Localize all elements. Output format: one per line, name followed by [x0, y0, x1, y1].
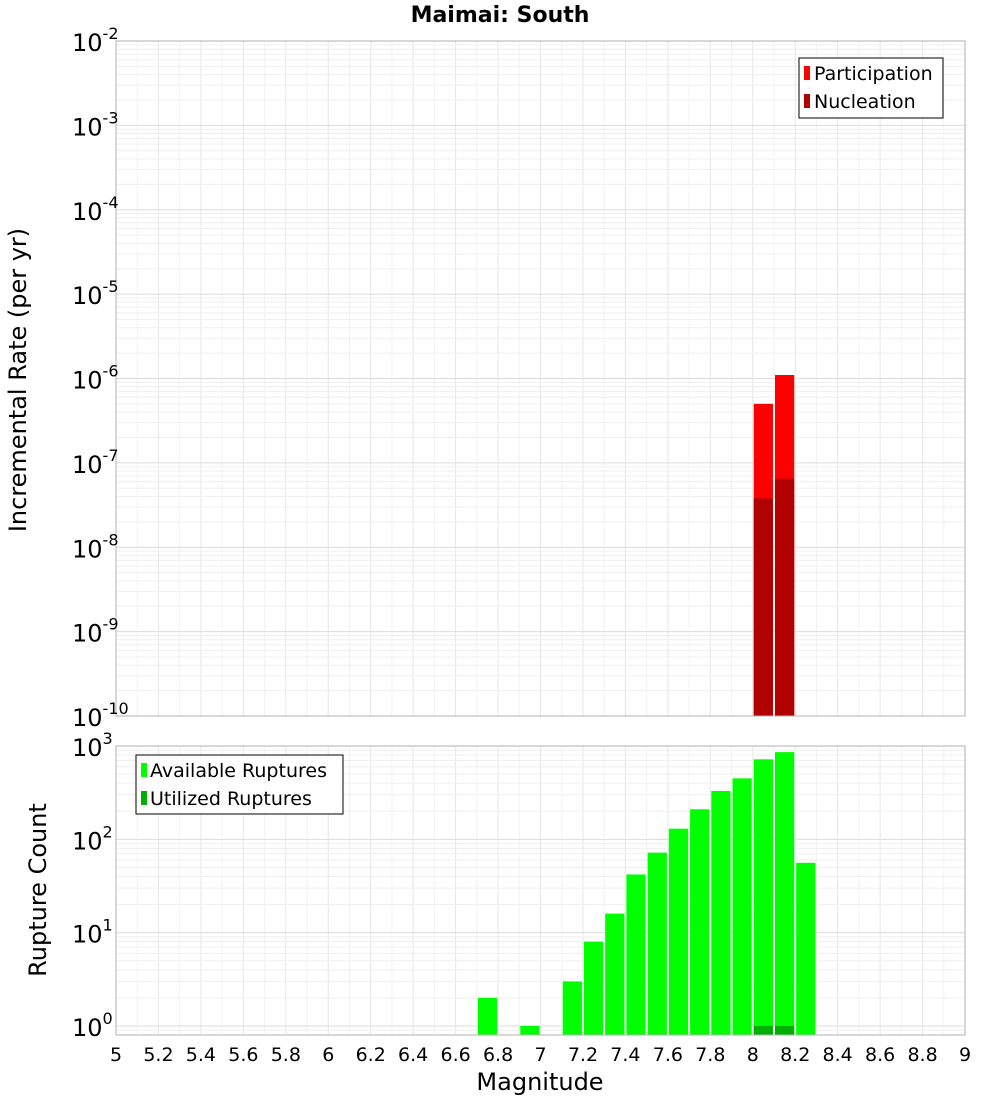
x-tick-label: 8.2 — [780, 1044, 810, 1066]
bar-available-ruptures — [668, 828, 689, 1035]
x-tick-label: 5 — [110, 1044, 122, 1066]
legend-swatch-available — [141, 763, 147, 777]
x-tick-label: 6 — [322, 1044, 334, 1066]
y-tick-label: 100 — [72, 1009, 113, 1042]
top-legend: Participation Nucleation — [798, 57, 944, 119]
bottom-legend: Available Ruptures Utilized Ruptures — [135, 754, 344, 815]
x-tick-label: 6.6 — [440, 1044, 470, 1066]
bottom-plot-frame — [115, 745, 966, 1036]
x-tick-label: 7.8 — [695, 1044, 725, 1066]
legend-swatch-utilized — [141, 791, 147, 805]
bottom-bars — [477, 752, 816, 1035]
x-tick-label: 7.4 — [610, 1044, 640, 1066]
legend-label-utilized: Utilized Ruptures — [150, 788, 312, 810]
x-tick-label: 9 — [959, 1044, 971, 1066]
bar-available-ruptures — [605, 913, 625, 1035]
y-tick-label: 10-2 — [72, 24, 119, 57]
y-tick-label: 10-8 — [72, 530, 119, 563]
legend-label-available: Available Ruptures — [150, 760, 327, 782]
y-tick-label: 10-5 — [72, 277, 119, 310]
bar-available-ruptures — [477, 997, 498, 1035]
y-tick-label: 103 — [72, 729, 113, 762]
legend-swatch-participation — [804, 66, 810, 80]
x-tick-label: 5.8 — [271, 1044, 301, 1066]
y-tick-label: 10-4 — [72, 193, 119, 226]
x-tick-label: 8 — [747, 1044, 759, 1066]
top-grid — [115, 40, 966, 717]
top-plot-frame — [115, 40, 966, 717]
bottom-legend-box — [135, 754, 344, 815]
y-tick-label: 10-7 — [72, 446, 119, 479]
top-legend-box — [798, 57, 944, 119]
x-tick-label: 7.2 — [568, 1044, 598, 1066]
legend-label-nucleation: Nucleation — [814, 91, 916, 113]
bar-utilized-ruptures — [753, 1025, 773, 1035]
x-ticks: 5 5.2 5.4 5.6 5.8 6 6.2 6.4 6.6 6.8 7 7.2 7.4 7.6 7.8 8… — [110, 1044, 971, 1066]
x-tick-label: 7 — [534, 1044, 546, 1066]
legend-swatch-nucleation — [804, 94, 810, 108]
bar-nucleation — [774, 478, 795, 716]
top-y-ticks: 10-2 10-3 10-4 10-5 10-6 10-7 10-8 10-9 10-10 — [72, 24, 129, 732]
bar-available-ruptures — [647, 852, 667, 1035]
bar-available-ruptures — [753, 759, 773, 1035]
bar-available-ruptures — [796, 862, 816, 1035]
x-tick-label: 8.4 — [823, 1044, 853, 1066]
x-tick-label: 6.2 — [356, 1044, 386, 1066]
bar-available-ruptures — [711, 790, 731, 1035]
x-tick-label: 6.8 — [483, 1044, 513, 1066]
y-tick-label: 101 — [72, 916, 113, 949]
bar-available-ruptures — [583, 941, 604, 1035]
bar-available-ruptures — [774, 752, 795, 1035]
legend-label-participation: Participation — [814, 63, 933, 85]
bottom-y-ticks: 103 102 101 100 — [72, 729, 113, 1042]
bottom-y-axis-label: Rupture Count — [24, 803, 52, 977]
bar-available-ruptures — [690, 809, 710, 1035]
x-tick-label: 7.6 — [653, 1044, 683, 1066]
top-bars — [753, 375, 795, 716]
y-tick-label: 10-6 — [72, 362, 119, 395]
x-tick-label: 8.8 — [907, 1044, 937, 1066]
bar-nucleation — [753, 498, 773, 716]
bar-available-ruptures — [520, 1025, 540, 1035]
x-axis-label: Magnitude — [476, 1068, 603, 1096]
y-tick-label: 10-10 — [72, 699, 129, 732]
top-y-axis-label: Incremental Rate (per yr) — [4, 228, 32, 532]
y-tick-label: 10-3 — [72, 108, 119, 141]
y-tick-label: 10-9 — [72, 615, 119, 648]
bar-available-ruptures — [732, 778, 752, 1035]
bar-available-ruptures — [562, 981, 582, 1035]
y-tick-label: 102 — [72, 822, 113, 855]
x-tick-label: 5.6 — [228, 1044, 258, 1066]
chart-title: Maimai: South — [411, 3, 590, 28]
x-tick-label: 8.6 — [865, 1044, 895, 1066]
bar-available-ruptures — [626, 874, 646, 1035]
x-tick-label: 5.4 — [186, 1044, 216, 1066]
x-tick-label: 5.2 — [143, 1044, 173, 1066]
bar-utilized-ruptures — [774, 1025, 795, 1035]
x-tick-label: 6.4 — [398, 1044, 428, 1066]
